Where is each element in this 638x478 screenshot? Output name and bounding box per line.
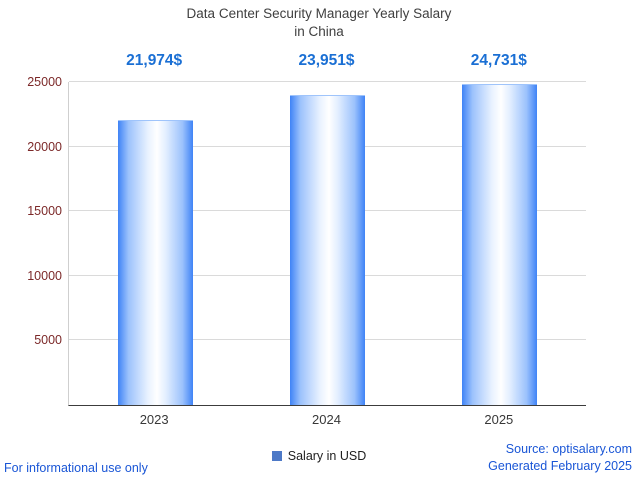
source-link[interactable]: Source: optisalary.com xyxy=(505,442,632,457)
bar-2024 xyxy=(289,94,365,405)
disclaimer-text: For informational use only xyxy=(4,461,148,475)
legend: Salary in USD xyxy=(0,449,638,463)
legend-marker-icon xyxy=(271,451,282,461)
bar-column-2024 xyxy=(241,82,413,405)
y-tick-label: 25000 xyxy=(27,75,62,89)
legend-label: Salary in USD xyxy=(287,449,367,463)
bar-2023 xyxy=(117,120,193,405)
x-tick-label-2025: 2025 xyxy=(484,412,514,427)
y-tick-label: 20000 xyxy=(27,139,62,154)
bar-value-label-2023: 21,974$ xyxy=(126,52,183,69)
plot-area xyxy=(68,81,586,406)
generated-date: Generated February 2025 xyxy=(488,459,632,474)
chart-title-line2: in China xyxy=(294,23,344,39)
bar-2025 xyxy=(462,84,538,405)
bar-column-2025 xyxy=(414,82,586,405)
bar-value-label-2025: 24,731$ xyxy=(470,52,527,69)
x-tick-label-2023: 2023 xyxy=(139,412,169,427)
bar-value-labels: 21,974$ 23,951$ 24,731$ xyxy=(68,52,585,70)
x-axis-labels: 2023 2024 2025 xyxy=(68,412,585,427)
y-tick-label: 5000 xyxy=(34,333,62,348)
gridline xyxy=(69,81,586,82)
bar-column-2023 xyxy=(69,82,241,405)
chart-title-line1: Data Center Security Manager Yearly Sala… xyxy=(186,6,452,21)
y-tick-label: 10000 xyxy=(27,268,62,283)
y-tick-label: 15000 xyxy=(27,204,62,219)
bar-value-label-2024: 23,951$ xyxy=(298,52,355,69)
x-tick-label-2024: 2024 xyxy=(312,412,341,427)
footer-source-block: Source: optisalary.com Generated Februar… xyxy=(488,441,632,475)
y-axis-labels: 5000 10000 15000 20000 25000 xyxy=(10,75,62,405)
chart-title: Data Center Security Manager Yearly Sala… xyxy=(0,5,638,40)
